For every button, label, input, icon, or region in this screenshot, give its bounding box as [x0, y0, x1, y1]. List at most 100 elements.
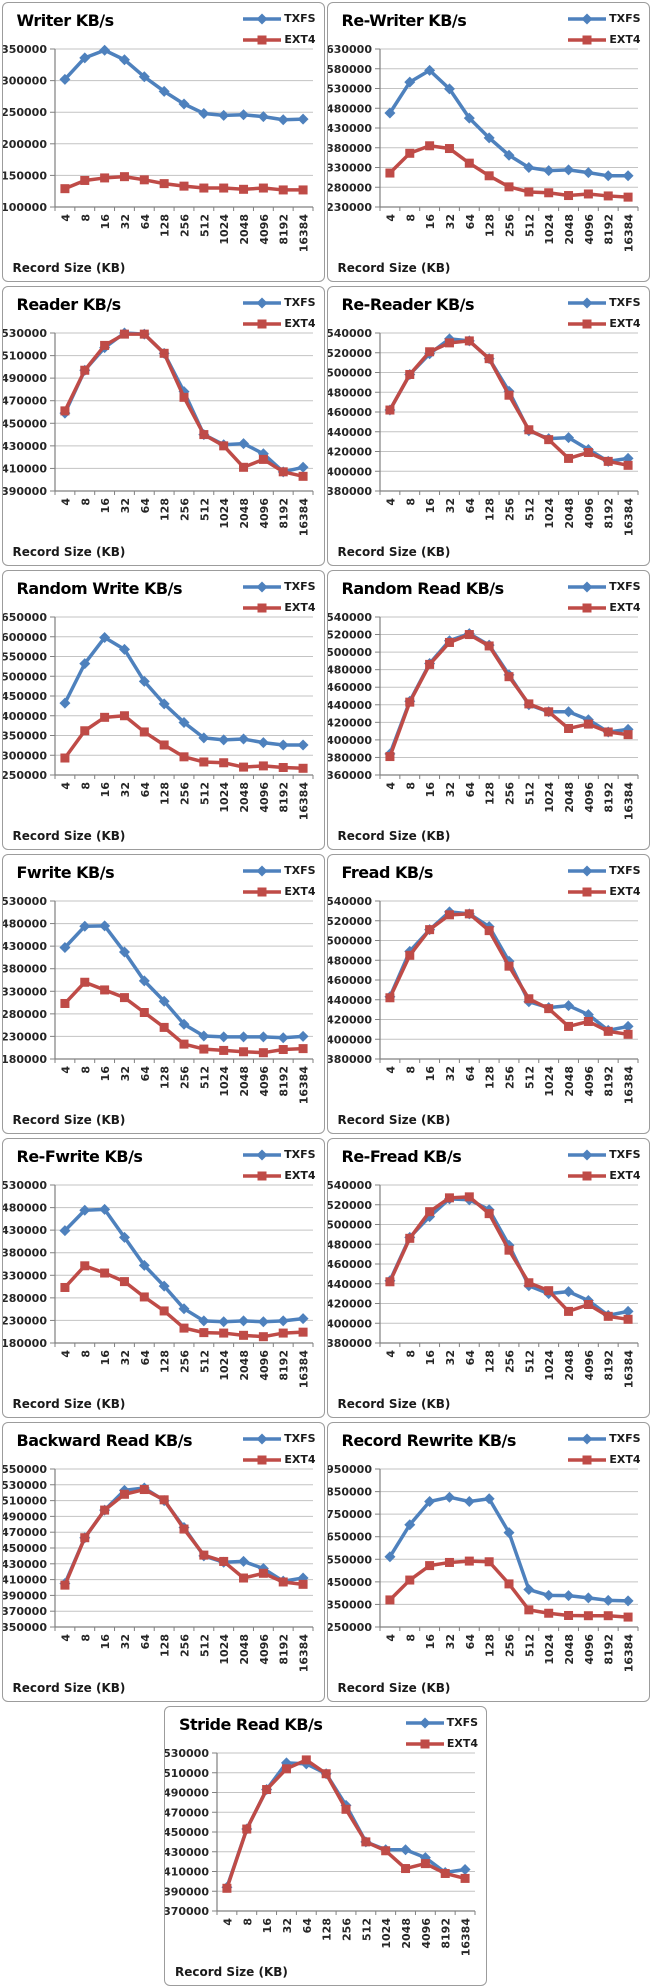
x-axis-title: Record Size (KB) [175, 1965, 288, 1979]
svg-text:350000: 350000 [328, 1598, 372, 1611]
svg-text:370000: 370000 [3, 1605, 47, 1618]
svg-text:480000: 480000 [3, 918, 47, 931]
svg-text:2048: 2048 [238, 782, 251, 813]
svg-text:256: 256 [503, 214, 516, 237]
chart-canvas: 250000 350000 450000 550000 650000 750000 8500… [328, 1463, 638, 1672]
svg-text:128: 128 [483, 214, 496, 237]
svg-text:4096: 4096 [257, 498, 270, 529]
svg-text:16384: 16384 [297, 1066, 310, 1105]
svg-text:16: 16 [99, 214, 112, 230]
svg-text:8192: 8192 [602, 498, 615, 529]
svg-text:256: 256 [178, 1634, 191, 1657]
svg-text:8192: 8192 [277, 498, 290, 529]
svg-text:480000: 480000 [328, 1238, 372, 1251]
svg-text:490000: 490000 [3, 1510, 47, 1523]
chart-canvas: 230000 280000 330000 380000 430000 480000 5300… [328, 43, 638, 252]
svg-text:64: 64 [138, 1350, 151, 1366]
chart-panel-writer-kb-s: Writer KB/s TXFS EXT4 100000 150000 200000… [1, 2, 325, 282]
txfs-line-diamond-icon [405, 1717, 444, 1728]
svg-text:256: 256 [503, 1066, 516, 1089]
legend-item-ext4: EXT4 [243, 881, 316, 902]
chart-panel-random-write-kb-s: Random Write KB/s TXFS EXT4 250000 300000… [1, 570, 325, 850]
legend-label-txfs: TXFS [609, 1432, 641, 1445]
svg-text:430000: 430000 [328, 122, 372, 135]
chart-legend: TXFS EXT4 [243, 1428, 316, 1470]
chart-canvas: 100000 150000 200000 250000 300000 350000 4 8 16… [3, 43, 313, 253]
legend-item-ext4: EXT4 [568, 1165, 641, 1186]
svg-text:420000: 420000 [328, 446, 372, 459]
ext4-line-square-icon [568, 603, 607, 612]
svg-text:1024: 1024 [543, 1350, 556, 1381]
svg-text:350000: 350000 [3, 730, 47, 743]
chart-legend: TXFS EXT4 [568, 1428, 641, 1470]
svg-text:230000: 230000 [3, 1314, 47, 1327]
svg-text:128: 128 [158, 782, 171, 805]
legend-item-txfs: TXFS [243, 1144, 316, 1165]
svg-text:480000: 480000 [328, 102, 372, 115]
txfs-line-diamond-icon [243, 1433, 282, 1444]
legend-label-txfs: TXFS [284, 864, 316, 877]
chart-legend: TXFS EXT4 [568, 292, 641, 334]
legend-label-ext4: EXT4 [284, 601, 316, 614]
svg-text:520000: 520000 [328, 347, 372, 360]
ext4-line-square-icon [568, 1171, 607, 1180]
svg-text:16384: 16384 [297, 214, 310, 253]
svg-text:16384: 16384 [622, 1066, 635, 1105]
svg-text:390000: 390000 [3, 485, 47, 498]
svg-text:4: 4 [59, 1350, 72, 1358]
ext4-line-square-icon [243, 887, 282, 896]
svg-text:256: 256 [178, 214, 191, 237]
svg-text:32: 32 [443, 214, 456, 229]
svg-text:4: 4 [384, 782, 397, 790]
svg-text:500000: 500000 [328, 646, 372, 659]
svg-text:8: 8 [79, 1634, 92, 1642]
svg-text:8: 8 [404, 1634, 417, 1642]
svg-text:16384: 16384 [297, 498, 310, 537]
svg-text:32: 32 [281, 1918, 294, 1933]
svg-text:16: 16 [99, 1634, 112, 1650]
chart-title: Stride Read KB/s [179, 1715, 323, 1734]
svg-text:390000: 390000 [3, 1589, 47, 1602]
svg-text:4: 4 [59, 782, 72, 790]
x-axis-title: Record Size (KB) [12, 1113, 126, 1127]
svg-text:600000: 600000 [3, 631, 47, 644]
svg-text:330000: 330000 [3, 985, 47, 998]
svg-text:16384: 16384 [622, 1350, 635, 1389]
svg-text:360000: 360000 [328, 769, 372, 782]
x-axis-title: Record Size (KB) [12, 1681, 126, 1695]
svg-text:128: 128 [158, 498, 171, 521]
svg-text:512: 512 [198, 782, 211, 805]
svg-text:450000: 450000 [3, 417, 47, 430]
svg-text:64: 64 [138, 782, 151, 798]
svg-text:400000: 400000 [328, 465, 372, 478]
svg-text:2048: 2048 [238, 498, 251, 529]
svg-text:450000: 450000 [3, 690, 47, 703]
chart-legend: TXFS EXT4 [568, 8, 641, 50]
svg-text:16: 16 [424, 1634, 437, 1650]
x-axis-title: Record Size (KB) [12, 261, 126, 275]
svg-text:510000: 510000 [3, 350, 47, 363]
chart-title: Random Write KB/s [16, 579, 183, 598]
chart-canvas: 180000 230000 280000 330000 380000 430000 4800… [3, 1179, 313, 1388]
legend-label-ext4: EXT4 [284, 33, 316, 46]
svg-text:390000: 390000 [165, 1885, 209, 1898]
svg-text:16: 16 [99, 1350, 112, 1366]
svg-text:64: 64 [463, 214, 476, 230]
svg-text:64: 64 [463, 1350, 476, 1366]
svg-text:512: 512 [523, 1066, 536, 1089]
legend-item-ext4: EXT4 [568, 597, 641, 618]
svg-text:64: 64 [463, 782, 476, 798]
legend-item-ext4: EXT4 [568, 29, 641, 50]
svg-text:1024: 1024 [543, 1066, 556, 1097]
svg-text:440000: 440000 [328, 699, 372, 712]
chart-title: Record Rewrite KB/s [341, 1431, 517, 1450]
svg-text:430000: 430000 [165, 1846, 209, 1859]
svg-text:350000: 350000 [3, 1621, 47, 1634]
svg-text:400000: 400000 [3, 710, 47, 723]
ext4-line-square-icon [243, 603, 282, 612]
svg-text:400000: 400000 [328, 1317, 372, 1330]
svg-text:540000: 540000 [328, 1179, 372, 1192]
legend-label-txfs: TXFS [446, 1716, 478, 1729]
svg-text:512: 512 [360, 1918, 373, 1941]
legend-label-ext4: EXT4 [284, 1453, 316, 1466]
